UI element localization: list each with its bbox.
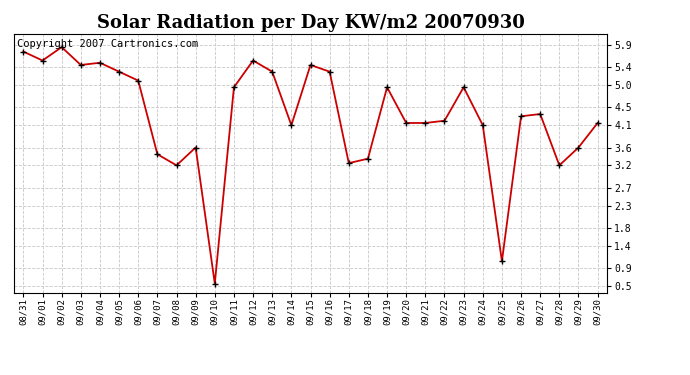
Text: Copyright 2007 Cartronics.com: Copyright 2007 Cartronics.com (17, 39, 198, 49)
Title: Solar Radiation per Day KW/m2 20070930: Solar Radiation per Day KW/m2 20070930 (97, 14, 524, 32)
